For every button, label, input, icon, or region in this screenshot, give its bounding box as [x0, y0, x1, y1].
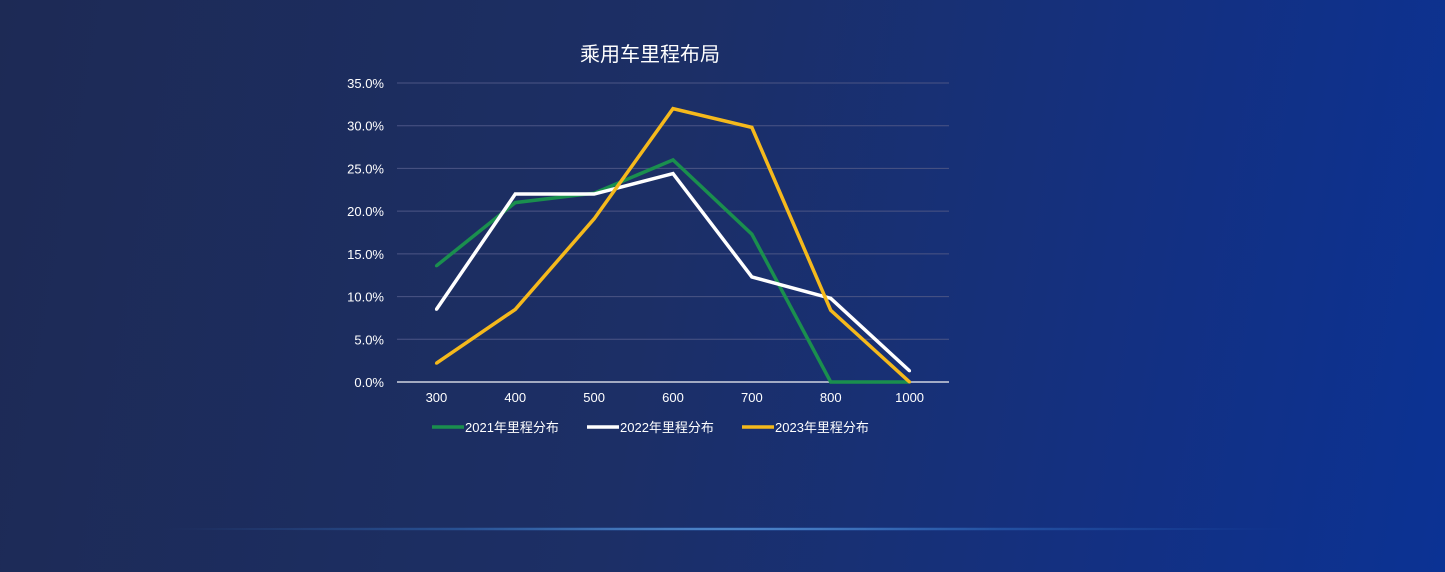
- data-point: [671, 172, 675, 176]
- x-tick-label: 1000: [895, 390, 924, 405]
- data-point: [513, 307, 517, 311]
- x-tick-label: 800: [820, 390, 842, 405]
- y-tick-label: 5.0%: [354, 332, 384, 347]
- y-tick-label: 0.0%: [354, 375, 384, 390]
- data-point: [829, 296, 833, 300]
- x-tick-label: 300: [426, 390, 448, 405]
- decorative-glow-line: [150, 527, 1300, 531]
- data-point: [829, 308, 833, 312]
- series-line-2: [434, 171, 911, 373]
- legend-label: 2021年里程分布: [465, 420, 559, 435]
- data-point: [829, 380, 833, 384]
- x-tick-label: 400: [504, 390, 526, 405]
- data-point: [513, 201, 517, 205]
- x-tick-label: 500: [583, 390, 605, 405]
- y-tick-label: 25.0%: [347, 161, 384, 176]
- data-point: [671, 107, 675, 111]
- data-point: [908, 380, 912, 384]
- legend-label: 2023年里程分布: [775, 420, 869, 435]
- x-tick-label: 600: [662, 390, 684, 405]
- data-point: [671, 158, 675, 162]
- data-point: [908, 369, 912, 373]
- x-tick-label: 700: [741, 390, 763, 405]
- data-point: [434, 264, 438, 268]
- data-point: [750, 232, 754, 236]
- data-point: [434, 361, 438, 365]
- series-line-3: [435, 106, 911, 384]
- y-tick-label: 15.0%: [347, 247, 384, 262]
- y-tick-label: 35.0%: [347, 76, 384, 91]
- chart-title: 乘用车里程布局: [580, 44, 720, 66]
- y-tick-label: 30.0%: [347, 119, 384, 134]
- series-line-1: [435, 157, 910, 384]
- data-point: [750, 125, 754, 129]
- data-point: [513, 192, 517, 196]
- data-point: [434, 307, 438, 311]
- y-tick-label: 20.0%: [347, 204, 384, 219]
- data-point: [750, 275, 754, 279]
- data-point: [592, 217, 596, 221]
- data-point: [592, 192, 596, 196]
- legend-label: 2022年里程分布: [620, 420, 714, 435]
- y-tick-label: 10.0%: [347, 290, 384, 305]
